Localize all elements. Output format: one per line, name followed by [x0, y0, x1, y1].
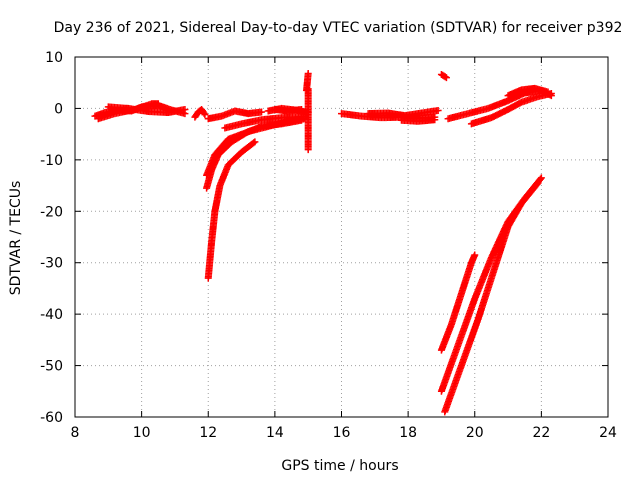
x-tick-label: 8 [71, 425, 80, 441]
series-arc-descent-1 [204, 138, 259, 282]
x-tick-label: 20 [466, 425, 484, 441]
series-arc-outliers-19h [437, 70, 450, 82]
chart-title: Day 236 of 2021, Sidereal Day-to-day VTE… [54, 20, 623, 36]
y-tick-label: 10 [45, 50, 63, 66]
x-tick-label: 10 [133, 425, 151, 441]
data-point [304, 146, 312, 154]
data-point [251, 138, 259, 146]
data-point [536, 175, 544, 183]
data-point [533, 180, 541, 188]
x-tick-label: 12 [199, 425, 217, 441]
data-layer [91, 69, 555, 416]
series-arc-climb-3 [441, 179, 542, 416]
series-arc-evening-3 [504, 84, 552, 100]
series-arc-midday-1 [204, 107, 266, 123]
series-arc-midday-3 [271, 105, 306, 115]
y-tick-label: -20 [40, 204, 63, 220]
data-point [434, 106, 442, 114]
data-point [154, 100, 162, 108]
y-tick-label: -40 [40, 307, 63, 323]
series-arc-evening-2 [467, 90, 555, 128]
data-point [547, 90, 555, 98]
data-point [200, 109, 208, 117]
data-point [537, 174, 545, 182]
y-tick-label: -30 [40, 256, 63, 272]
x-axis-title: GPS time / hours [281, 458, 398, 474]
x-tick-label: 18 [399, 425, 417, 441]
y-tick-label: -50 [40, 359, 63, 375]
data-point [201, 111, 209, 119]
x-tick-label: 24 [599, 425, 617, 441]
data-point [471, 251, 479, 259]
series-arc-outliers-15h [303, 69, 312, 154]
data-point [544, 88, 552, 96]
series-arc-afternoon-3 [397, 116, 439, 125]
series-arc-short-11h [191, 105, 209, 121]
tick-layer: 8 10 12 14 16 18 20 22 24 -60 -50 -40 -30 -20 -10 0 10 [40, 50, 617, 441]
series-arc-afternoon-2 [364, 106, 442, 120]
data-point [431, 116, 439, 124]
data-point [250, 139, 258, 147]
y-tick-label: -60 [40, 410, 63, 426]
data-point [442, 74, 450, 82]
series-arc-climb-1 [437, 251, 479, 354]
y-tick-label: 0 [54, 101, 63, 117]
data-point [534, 179, 542, 187]
data-point [181, 105, 189, 113]
x-tick-label: 16 [333, 425, 351, 441]
y-tick-label: -10 [40, 153, 63, 169]
x-tick-label: 22 [532, 425, 550, 441]
data-point [298, 105, 306, 113]
series-arc-descent-3 [203, 116, 306, 179]
data-point [441, 73, 449, 81]
x-tick-label: 14 [266, 425, 284, 441]
data-point [258, 108, 266, 116]
series-arc-baseline-3 [104, 103, 189, 117]
y-axis-title: SDTVAR / TECUs [8, 181, 24, 296]
